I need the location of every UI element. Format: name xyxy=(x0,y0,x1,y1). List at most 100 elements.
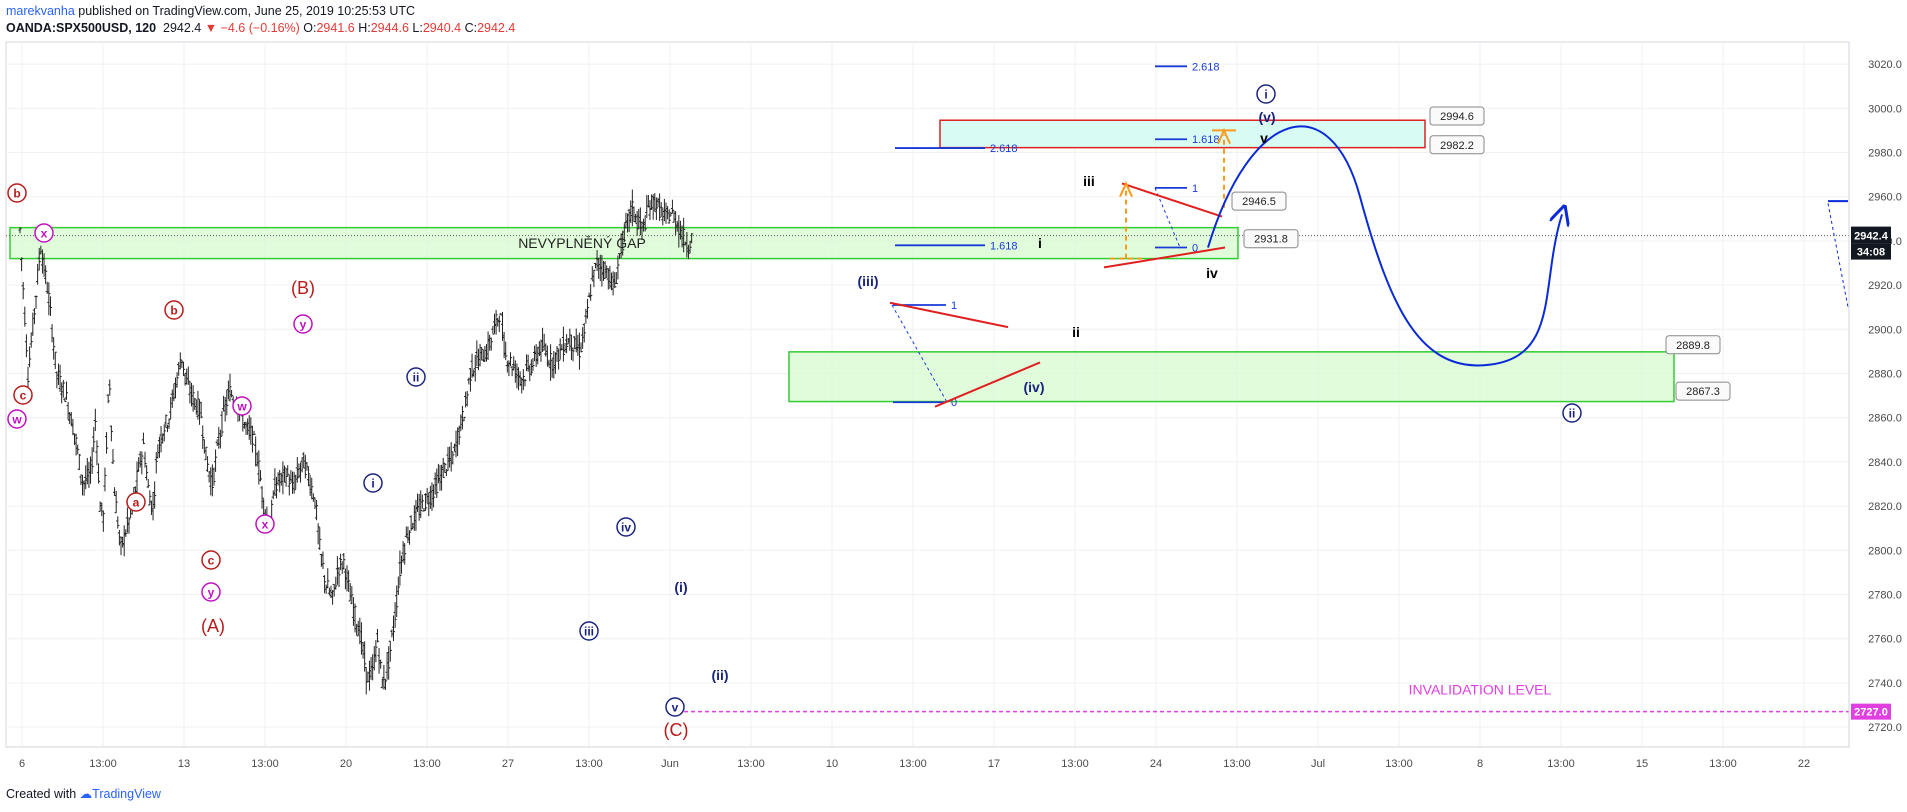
tradingview-logo-icon: ☁ xyxy=(79,787,93,801)
high-label: H: xyxy=(358,21,371,35)
price-callout xyxy=(1429,135,1485,155)
wave-label-ring xyxy=(579,621,599,641)
fib-connector xyxy=(891,304,948,403)
price-tick-label: 2740.0 xyxy=(1868,678,1902,690)
time-tick-label: Jun xyxy=(661,758,679,770)
publish-line: marekvanha published on TradingView.com,… xyxy=(6,3,515,20)
time-tick-label: 13:00 xyxy=(1709,758,1737,770)
time-tick-label: 13:00 xyxy=(251,758,279,770)
annotations: INVALIDATION LEVEL 2.618 2.618 1.618 1 0 1.618… xyxy=(6,61,1849,713)
wave-label-ring xyxy=(293,314,313,334)
time-tick-label: 13:00 xyxy=(1547,758,1575,770)
price-tick-label: 2920.0 xyxy=(1868,280,1902,292)
wave-label: (A) xyxy=(201,616,225,636)
wave-label: (iv) xyxy=(1024,379,1045,395)
last-price: 2942.4 xyxy=(163,21,202,35)
time-tick-label: 10 xyxy=(826,758,838,770)
wave-label-ring xyxy=(406,367,426,387)
wave-label: (C) xyxy=(664,720,689,740)
fib-level-label: 1.618 xyxy=(1192,134,1220,146)
wave-label: b xyxy=(170,304,177,318)
created-with-label: Created with xyxy=(6,787,77,801)
time-tick-label: 24 xyxy=(1150,758,1162,770)
wave-label: x xyxy=(41,227,48,241)
fib-level-label: 2.618 xyxy=(990,143,1018,155)
price-callout-label: 2889.8 xyxy=(1676,340,1710,352)
price-callout xyxy=(1429,106,1485,126)
price-axis[interactable]: 2720.0 2740.0 2760.0 2780.0 2800.0 2820.0 2840… xyxy=(1848,42,1902,747)
price-callout-label: 2994.6 xyxy=(1440,111,1474,123)
price-tick-label: 2860.0 xyxy=(1868,413,1902,425)
wave-label: w xyxy=(236,400,247,414)
time-tick-label: 27 xyxy=(502,758,514,770)
price-tick-label: 2900.0 xyxy=(1868,324,1902,336)
time-tick-label: 15 xyxy=(1636,758,1648,770)
close-value: 2942.4 xyxy=(477,21,516,35)
wave-label-ring xyxy=(1562,403,1582,423)
last-price-tag-label: 2942.4 xyxy=(1854,231,1889,243)
time-tick-label: 13:00 xyxy=(1223,758,1251,770)
fib-level-label: 1.618 xyxy=(990,240,1018,252)
time-tick-label: 8 xyxy=(1477,758,1483,770)
wave-label: ii xyxy=(1569,407,1576,421)
wave-label-ring xyxy=(34,223,54,243)
price-tick-label: 2840.0 xyxy=(1868,457,1902,469)
symbol-label[interactable]: OANDA:SPX500USD, 120 xyxy=(6,21,157,35)
time-axis[interactable]: 6 13:00 13 13:00 20 13:00 27 13:00 Jun 13:00 10 13:… xyxy=(6,746,1849,770)
price-callout xyxy=(1231,191,1287,211)
wave-label: ii xyxy=(1072,324,1080,340)
invalidation-tag xyxy=(1851,703,1891,720)
time-tick-label: Jul xyxy=(1311,758,1325,770)
wave-label-ring xyxy=(7,183,27,203)
price-callout-label: 2982.2 xyxy=(1440,140,1474,152)
price-callout-label: 2867.3 xyxy=(1686,386,1720,398)
tradingview-link[interactable]: TradingView xyxy=(92,787,161,801)
wave-label-ring xyxy=(126,492,146,512)
time-tick-label: 13:00 xyxy=(1061,758,1089,770)
price-tick-label: 2780.0 xyxy=(1868,590,1902,602)
price-tick-label: 2960.0 xyxy=(1868,192,1902,204)
time-tick-label: 13:00 xyxy=(575,758,603,770)
wave-label: (ii) xyxy=(711,667,728,683)
countdown-tag-label: 34:08 xyxy=(1857,247,1885,259)
triangle-trendline xyxy=(1121,182,1223,218)
time-tick-label: 17 xyxy=(988,758,1000,770)
wave-label: (v) xyxy=(1258,109,1275,125)
wave-label: y xyxy=(300,318,307,332)
wave-label-ring xyxy=(164,300,184,320)
price-callout xyxy=(1675,381,1731,401)
gap-zone-label: NEVYPLNĚNÝ GAP xyxy=(518,235,646,251)
time-tick-label: 20 xyxy=(340,758,352,770)
support-zone xyxy=(788,351,1675,403)
price-tick-label: 2880.0 xyxy=(1868,369,1902,381)
time-tick-label: 13:00 xyxy=(413,758,441,770)
publish-info: published on TradingView.com, June 25, 2… xyxy=(74,4,416,18)
price-change: ▼ −4.6 (−0.16%) xyxy=(204,21,300,35)
wave-label: x xyxy=(262,518,269,532)
candlestick-series xyxy=(18,189,694,695)
wave-label: a xyxy=(133,496,140,510)
wave-label-ring xyxy=(201,550,221,570)
time-tick-label: 13:00 xyxy=(1385,758,1413,770)
invalidation-tag-label: 2727.0 xyxy=(1854,707,1888,719)
triangle-trendline xyxy=(889,301,1009,329)
footer: Created with ☁TradingView xyxy=(6,786,161,801)
author-link[interactable]: marekvanha xyxy=(6,4,75,18)
wave-label: y xyxy=(208,586,215,600)
price-tick-label: 2720.0 xyxy=(1868,722,1902,734)
chart-header: marekvanha published on TradingView.com,… xyxy=(6,3,515,37)
wave-labels: bxcwbacy(A)wx(B)yiiiiviiiv(C)(i)(ii)(iii… xyxy=(7,84,1582,740)
target-zone xyxy=(939,119,1426,149)
invalidation-label: INVALIDATION LEVEL xyxy=(1409,682,1552,698)
wave-label-ring xyxy=(1256,84,1276,104)
wave-label: i xyxy=(1264,88,1267,102)
price-callout-label: 2931.8 xyxy=(1254,234,1288,246)
last-price-tag xyxy=(1851,226,1891,244)
wave-label: i xyxy=(1038,235,1042,251)
low-label: L: xyxy=(412,21,423,35)
price-tick-label: 2980.0 xyxy=(1868,148,1902,160)
wave-label-ring xyxy=(232,396,252,416)
wave-label: i xyxy=(371,477,374,491)
wave-label: v xyxy=(672,701,679,715)
